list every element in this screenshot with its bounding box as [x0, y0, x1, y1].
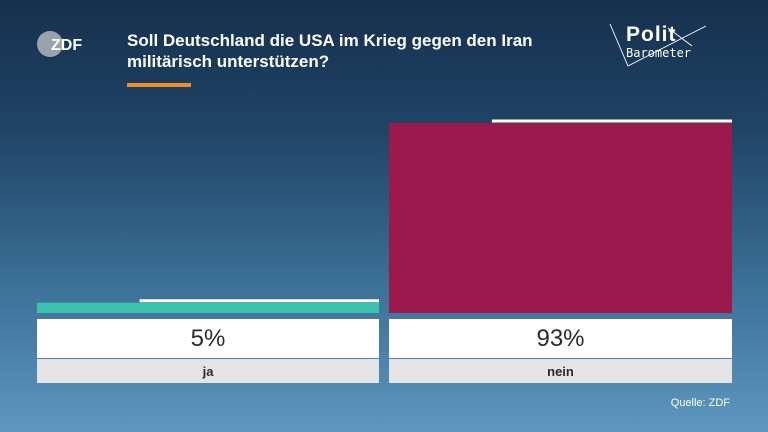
brand-barometer: Barometer [626, 46, 692, 60]
checkmark-icon [609, 23, 707, 67]
value-label-ja: 5% [37, 319, 379, 358]
category-label-nein: nein [389, 359, 732, 383]
bar-nein [389, 123, 732, 313]
bar-ja [37, 302, 379, 313]
zdf-logo-text: ZDF [51, 37, 82, 54]
category-label-ja: ja [37, 359, 379, 383]
politbarometer-logo: Polit Barometer [608, 22, 728, 72]
brand-polit: Polit [626, 23, 677, 46]
title-accent-line [127, 83, 191, 87]
value-label-nein: 93% [389, 319, 732, 358]
question-title: Soll Deutschland die USA im Krieg gegen … [127, 31, 533, 71]
source-note: Quelle: ZDF [670, 397, 730, 409]
zdf-logo: ZDF [37, 31, 82, 57]
